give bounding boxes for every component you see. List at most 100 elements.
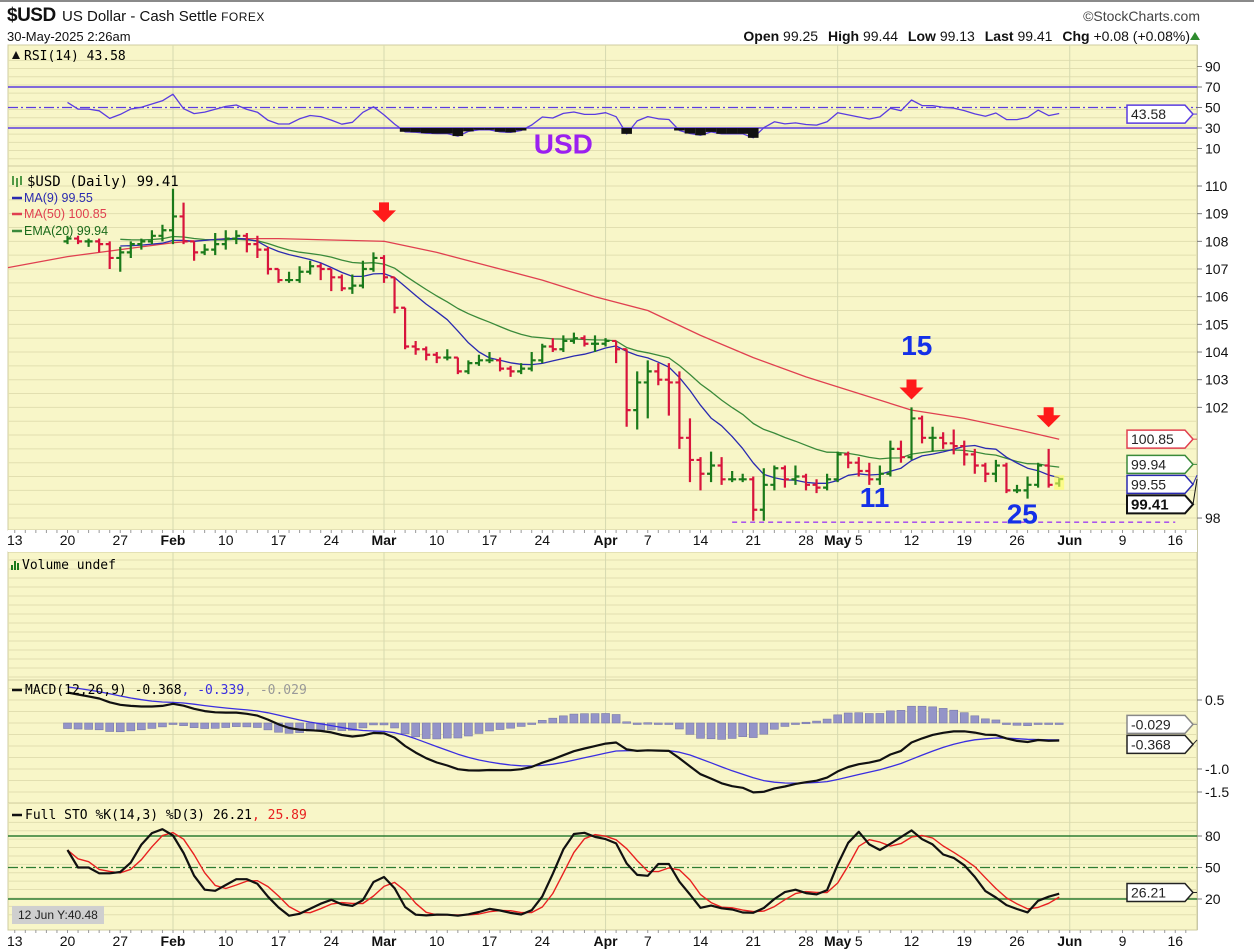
macd-legend-hist: , -0.029 [244, 683, 307, 698]
sto-legend-main: Full STO %K(14,3) %D(3) 26.21 [25, 808, 252, 823]
date-tick-label: Apr [593, 532, 618, 548]
instrument-name-text: US Dollar - Cash Settle [62, 8, 218, 25]
macd-histogram-bar [833, 714, 842, 724]
value-tag-box [1126, 494, 1195, 515]
value-tag: 26.21 [1126, 882, 1197, 903]
value-tag-label: 99.94 [1131, 456, 1166, 472]
ohlc-bar-up [517, 363, 526, 375]
date-tick-label: 24 [323, 933, 339, 949]
macd-histogram-bar [854, 712, 864, 724]
date-tick-label: 16 [1167, 933, 1183, 949]
date-tick-label: 5 [855, 933, 863, 949]
macd-legend-signal: , -0.339 [182, 683, 245, 698]
ohlc-bar-down [95, 238, 104, 253]
macd-legend: MACD(12,26,9) -0.368, -0.339, -0.029 [12, 683, 307, 698]
price-panel[interactable] [7, 165, 1198, 531]
ohlc-bar-up [485, 352, 494, 364]
rsi-oversold-fill [695, 128, 706, 136]
volume-bars-icon [11, 561, 19, 570]
macd-histogram-bar [727, 722, 737, 739]
sto-axis-label: 20 [1205, 891, 1221, 907]
rsi-oversold-fill [705, 128, 717, 132]
macd-histogram-bar [263, 722, 273, 731]
macd-axis-label: -1.5 [1205, 784, 1229, 800]
price-axis-label: 107 [1205, 261, 1229, 277]
macd-histogram-bar [421, 722, 431, 739]
macd-histogram-bar [506, 722, 515, 729]
annotation-label: 11 [860, 482, 890, 513]
macd-histogram-bar [886, 710, 895, 724]
macd-histogram-bar [590, 713, 600, 724]
stockcharts-link[interactable]: ©StockCharts.com [1083, 8, 1200, 24]
date-tick-label: Feb [161, 933, 186, 949]
top-border [0, 0, 1254, 2]
ohlc-bar-down [74, 235, 83, 245]
rsi-oversold-fill [494, 128, 506, 132]
macd-histogram-bar [137, 722, 146, 731]
ohlc-bar-up [928, 426, 937, 452]
ohlc-bar-up [116, 246, 125, 272]
ohlc-bar-up [1023, 476, 1032, 499]
ohlc-bar-down [865, 462, 874, 485]
date-tick-label: 24 [534, 532, 550, 548]
ohlc-bar-up [369, 252, 378, 272]
ohlc-bar-down [190, 240, 199, 261]
rsi-axis-label: 30 [1205, 120, 1221, 136]
ohlc-bars-icon [12, 176, 22, 187]
value-tag: 99.94 [1126, 454, 1197, 475]
macd-histogram-bar [896, 710, 906, 724]
value-tag-label: 26.21 [1131, 884, 1166, 900]
rsi-oversold-fill [737, 128, 748, 134]
date-tick-label: 10 [218, 532, 234, 548]
value-tag-box [1126, 882, 1195, 903]
ohlc-bar-up [348, 274, 357, 294]
macd-histogram-bar [970, 715, 980, 724]
macd-histogram-bar [1054, 722, 1064, 725]
ohlc-bar-up [633, 371, 642, 430]
date-tick-label: 10 [218, 933, 234, 949]
date-tick-label: May [824, 532, 851, 548]
rsi-oversold-fill [431, 128, 443, 134]
macd-histogram-bar [569, 713, 579, 724]
ohlc-bar-up [643, 360, 652, 419]
value-tag-box [1126, 104, 1195, 124]
macd-histogram-bar [622, 721, 631, 724]
ohlc-bar-down [960, 440, 969, 466]
macd-histogram-bar [748, 722, 758, 738]
date-tick-label: 9 [1119, 933, 1127, 949]
timestamp: 30-May-2025 2:26am [7, 29, 131, 44]
annotation-label: 25 [1007, 499, 1038, 530]
ohlc-bar-up [875, 465, 884, 485]
ohlc-bar-up [538, 343, 547, 364]
instrument-name: US Dollar - Cash Settle FOREX [62, 8, 265, 25]
macd-legend-text: MACD(12,26,9) -0.368, -0.339, -0.029 [25, 683, 307, 698]
rsi-panel[interactable] [7, 44, 1198, 167]
chg-label: Chg [1062, 28, 1090, 44]
ohlc-bar-up [211, 233, 220, 256]
ohlc-bar-down [918, 415, 927, 444]
date-tick-label: 24 [323, 532, 339, 548]
price-axis-label: 98 [1205, 510, 1221, 526]
macd-histogram-bar [537, 720, 547, 724]
macd-histogram-bar [875, 713, 885, 724]
ohlc-bar-down [380, 255, 388, 283]
volume-panel[interactable] [7, 551, 1198, 681]
ohlc-bar-down [337, 274, 346, 292]
macd-histogram-bar [938, 708, 948, 724]
macd-histogram-bar [126, 722, 136, 732]
value-tag-leader [1192, 739, 1198, 745]
ohlc-bar-up [285, 271, 294, 283]
date-tick-label: 7 [644, 933, 652, 949]
sto-panel[interactable] [7, 802, 1198, 931]
red-down-arrow-icon [899, 379, 924, 400]
rsi-oversold-fill [621, 128, 632, 134]
ohlc-bar-down [802, 473, 810, 491]
sto-k-line [66, 828, 1060, 917]
macd-axis-label: -1.0 [1205, 761, 1229, 777]
ohlc-bar-up [833, 451, 842, 483]
ohlc-bar-down [580, 335, 589, 347]
ohlc-bar-up [221, 230, 230, 250]
ohlc-bar-up [147, 230, 156, 245]
macd-histogram-bar [63, 722, 72, 729]
